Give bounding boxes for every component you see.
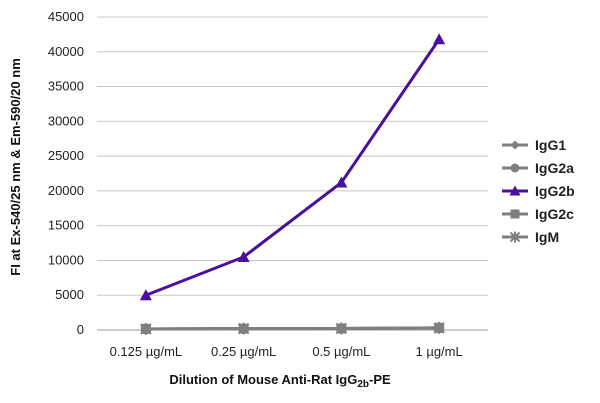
y-tick-label: 0 (77, 322, 84, 337)
data-point-triangle (139, 289, 152, 301)
series-line (145, 326, 440, 331)
data-point-triangle (335, 176, 348, 188)
y-tick-label: 10000 (48, 252, 84, 267)
gridlines (97, 16, 488, 331)
x-tick-label: 0.25 µg/mL (211, 344, 276, 359)
legend-item-igg2c: IgG2c (502, 206, 574, 222)
y-tick-label: 5000 (55, 287, 84, 302)
data-point-star (237, 322, 250, 335)
series-igm (140, 321, 445, 335)
data-point-star (433, 321, 445, 334)
series-igg2b (139, 33, 446, 301)
legend-label: IgG2a (535, 160, 574, 176)
x-tick-labels: 0.125 µg/mL 0.25 µg/mL 0.5 µg/mL 1 µg/mL (110, 344, 463, 359)
legend-label: IgG2c (535, 206, 574, 222)
legend-label: IgG2b (535, 183, 575, 199)
data-point-star (140, 322, 152, 335)
y-tick-labels: 0 5000 10000 15000 20000 25000 30000 35000 40000… (48, 9, 84, 337)
x-axis-title-suffix: -PE (369, 372, 391, 387)
x-axis-title-subscript: 2b (357, 379, 369, 390)
legend-item-igg1: IgG1 (502, 137, 566, 153)
legend-item-igg2b: IgG2b (502, 183, 575, 199)
y-axis-title: FI at Ex-540/25 nm & Em-590/20 nm (8, 58, 23, 275)
data-point-star (509, 231, 521, 243)
legend-item-igm: IgM (502, 229, 559, 245)
data-point-diamond (510, 140, 520, 150)
y-tick-label: 40000 (48, 44, 84, 59)
x-axis-title-main: Dilution of Mouse Anti-Rat IgG (169, 372, 357, 387)
y-tick-label: 35000 (48, 79, 84, 94)
legend-label: IgG1 (535, 137, 566, 153)
legend-item-igg2a: IgG2a (502, 160, 574, 176)
y-tick-label: 20000 (48, 183, 84, 198)
x-tick-label: 1 µg/mL (416, 344, 463, 359)
x-tick-label: 0.125 µg/mL (110, 344, 183, 359)
legend: IgG1 IgG2a IgG2b IgG2c IgM (502, 137, 575, 245)
y-tick-label: 25000 (48, 148, 84, 163)
series-line (145, 38, 441, 297)
series-lines (139, 33, 446, 335)
data-point-square (510, 209, 520, 219)
data-point-circle (510, 163, 520, 173)
data-point-star (335, 322, 348, 335)
y-tick-label: 45000 (48, 9, 84, 24)
legend-label: IgM (535, 229, 559, 245)
data-point-triangle (509, 185, 521, 196)
x-axis-title: Dilution of Mouse Anti-Rat IgG2b-PE (169, 372, 391, 390)
x-tick-label: 0.5 µg/mL (312, 344, 370, 359)
y-tick-label: 30000 (48, 113, 84, 128)
y-tick-label: 15000 (48, 218, 84, 233)
data-point-triangle (433, 33, 446, 45)
data-point-triangle (237, 250, 250, 262)
